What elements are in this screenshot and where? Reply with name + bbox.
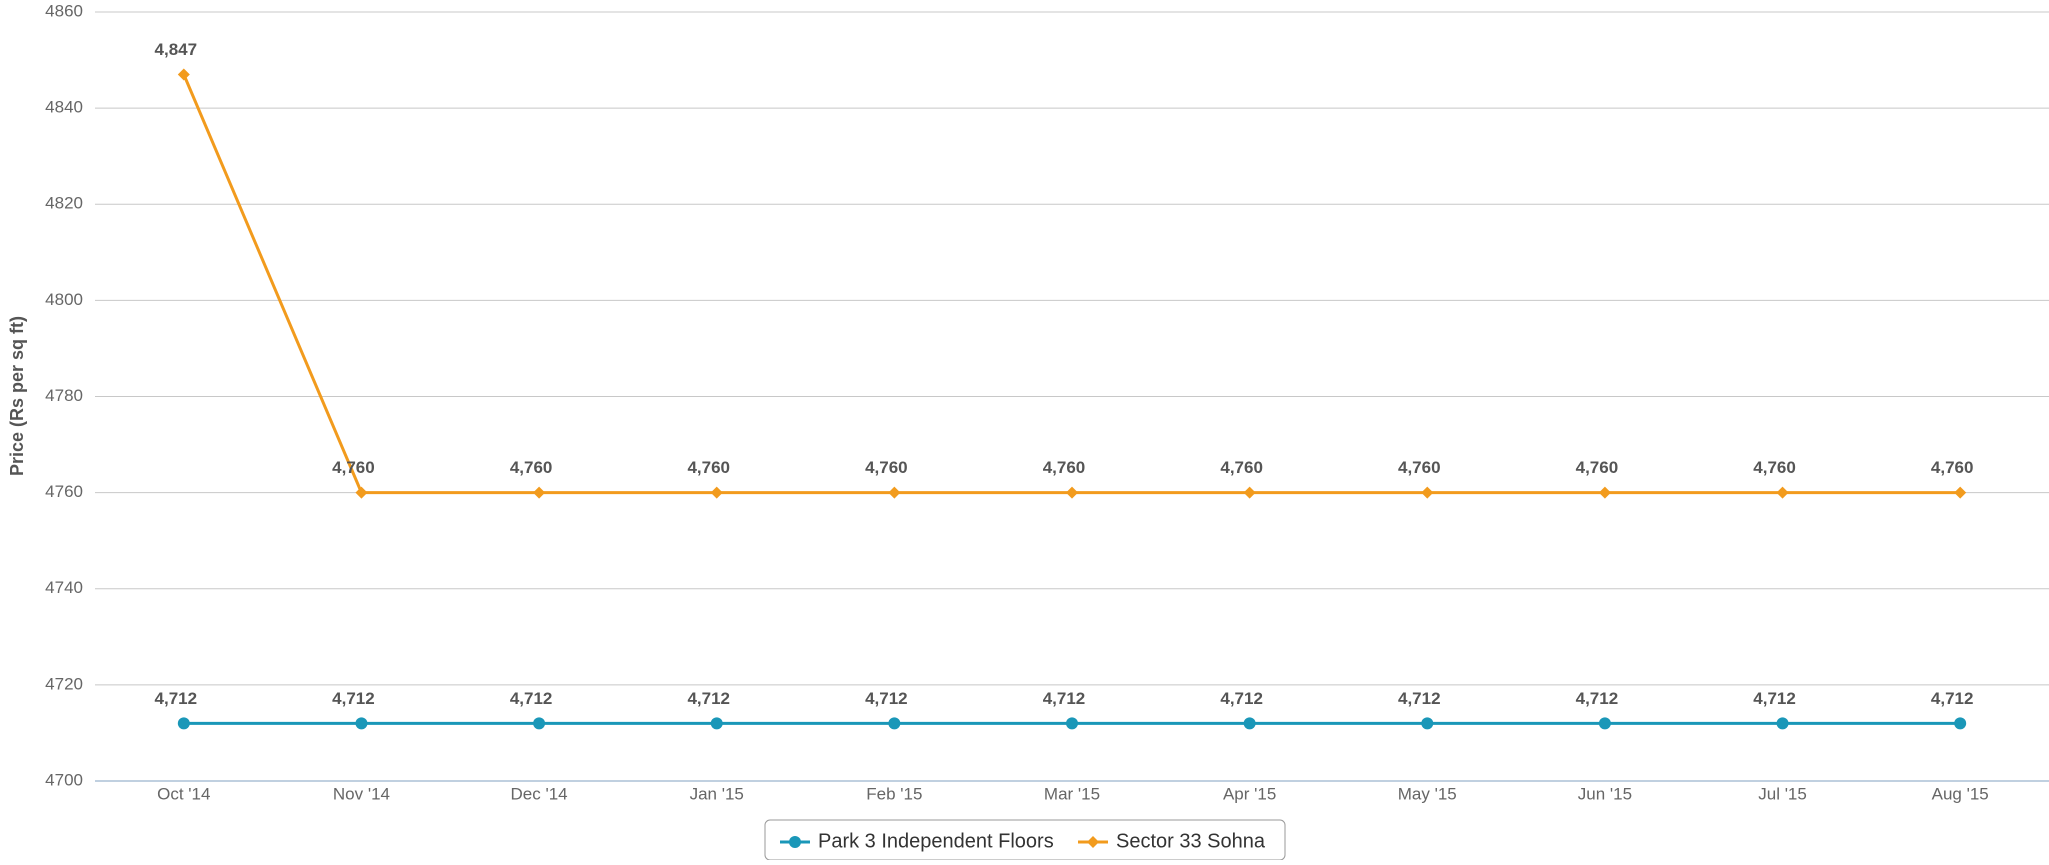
y-tick-label: 4700 bbox=[45, 770, 83, 789]
y-tick-label: 4780 bbox=[45, 386, 83, 405]
data-point bbox=[888, 486, 901, 499]
data-point bbox=[355, 486, 368, 499]
data-point bbox=[1421, 486, 1434, 499]
x-tick-label: Aug '15 bbox=[1932, 784, 1989, 803]
legend-marker bbox=[1087, 836, 1099, 848]
data-point bbox=[710, 486, 723, 499]
legend-label: Sector 33 Sohna bbox=[1116, 830, 1266, 852]
data-point bbox=[1066, 486, 1078, 499]
data-point bbox=[1066, 717, 1078, 730]
data-point bbox=[710, 717, 723, 730]
data-label: 4,712 bbox=[1576, 689, 1619, 708]
data-label: 4,712 bbox=[1220, 689, 1263, 708]
data-point bbox=[1598, 486, 1611, 499]
data-label: 4,712 bbox=[687, 689, 730, 708]
x-tick-label: Apr '15 bbox=[1223, 784, 1276, 803]
x-tick-label: Jan '15 bbox=[690, 784, 744, 803]
series-line bbox=[182, 73, 1961, 495]
data-point bbox=[1776, 486, 1789, 499]
data-label: 4,760 bbox=[332, 458, 375, 477]
data-point bbox=[1598, 717, 1611, 730]
data-label: 4,712 bbox=[865, 689, 908, 708]
data-point bbox=[533, 486, 546, 499]
data-label: 4,760 bbox=[687, 458, 730, 477]
data-label: 4,760 bbox=[1043, 458, 1086, 477]
data-point bbox=[355, 717, 368, 730]
data-label: 4,712 bbox=[1398, 689, 1441, 708]
data-point bbox=[1243, 717, 1256, 730]
data-label: 4,760 bbox=[1398, 458, 1441, 477]
data-label: 4,712 bbox=[510, 689, 553, 708]
data-point bbox=[888, 717, 901, 730]
data-label: 4,760 bbox=[510, 458, 553, 477]
y-tick-label: 4740 bbox=[45, 578, 83, 597]
y-tick-label: 4820 bbox=[45, 194, 83, 213]
data-label: 4,760 bbox=[1576, 458, 1619, 477]
data-label: 4,760 bbox=[1220, 458, 1263, 477]
legend-marker bbox=[789, 836, 801, 848]
data-label: 4,712 bbox=[1043, 689, 1086, 708]
y-tick-label: 4800 bbox=[45, 290, 83, 309]
data-label: 4,712 bbox=[1931, 689, 1974, 708]
x-tick-label: Jul '15 bbox=[1758, 784, 1807, 803]
data-label: 4,760 bbox=[1753, 458, 1796, 477]
x-tick-label: Nov '14 bbox=[333, 784, 390, 803]
data-label: 4,712 bbox=[332, 689, 375, 708]
x-tick-label: Dec '14 bbox=[511, 784, 568, 803]
data-label: 4,760 bbox=[1931, 458, 1974, 477]
y-axis-label: Price (Rs per sq ft) bbox=[7, 316, 27, 476]
x-tick-label: Jun '15 bbox=[1578, 784, 1632, 803]
y-tick-label: 4760 bbox=[45, 482, 83, 501]
data-point bbox=[1954, 486, 1967, 499]
y-tick-label: 4860 bbox=[45, 1, 83, 20]
y-tick-label: 4720 bbox=[45, 674, 83, 693]
x-tick-label: Oct '14 bbox=[157, 784, 210, 803]
y-tick-label: 4840 bbox=[45, 98, 83, 117]
data-point bbox=[1776, 717, 1789, 730]
data-point bbox=[177, 68, 190, 81]
data-label: 4,712 bbox=[1753, 689, 1796, 708]
data-point bbox=[177, 717, 190, 730]
data-label: 4,760 bbox=[865, 458, 908, 477]
legend-label: Park 3 Independent Floors bbox=[818, 830, 1054, 852]
data-point bbox=[1421, 717, 1434, 730]
data-label: 4,847 bbox=[155, 40, 198, 59]
x-tick-label: May '15 bbox=[1398, 784, 1457, 803]
data-label: 4,712 bbox=[155, 689, 198, 708]
data-point bbox=[1243, 486, 1256, 499]
data-point bbox=[533, 717, 546, 730]
x-tick-label: Feb '15 bbox=[866, 784, 922, 803]
data-point bbox=[1954, 717, 1967, 730]
x-tick-label: Mar '15 bbox=[1044, 784, 1100, 803]
